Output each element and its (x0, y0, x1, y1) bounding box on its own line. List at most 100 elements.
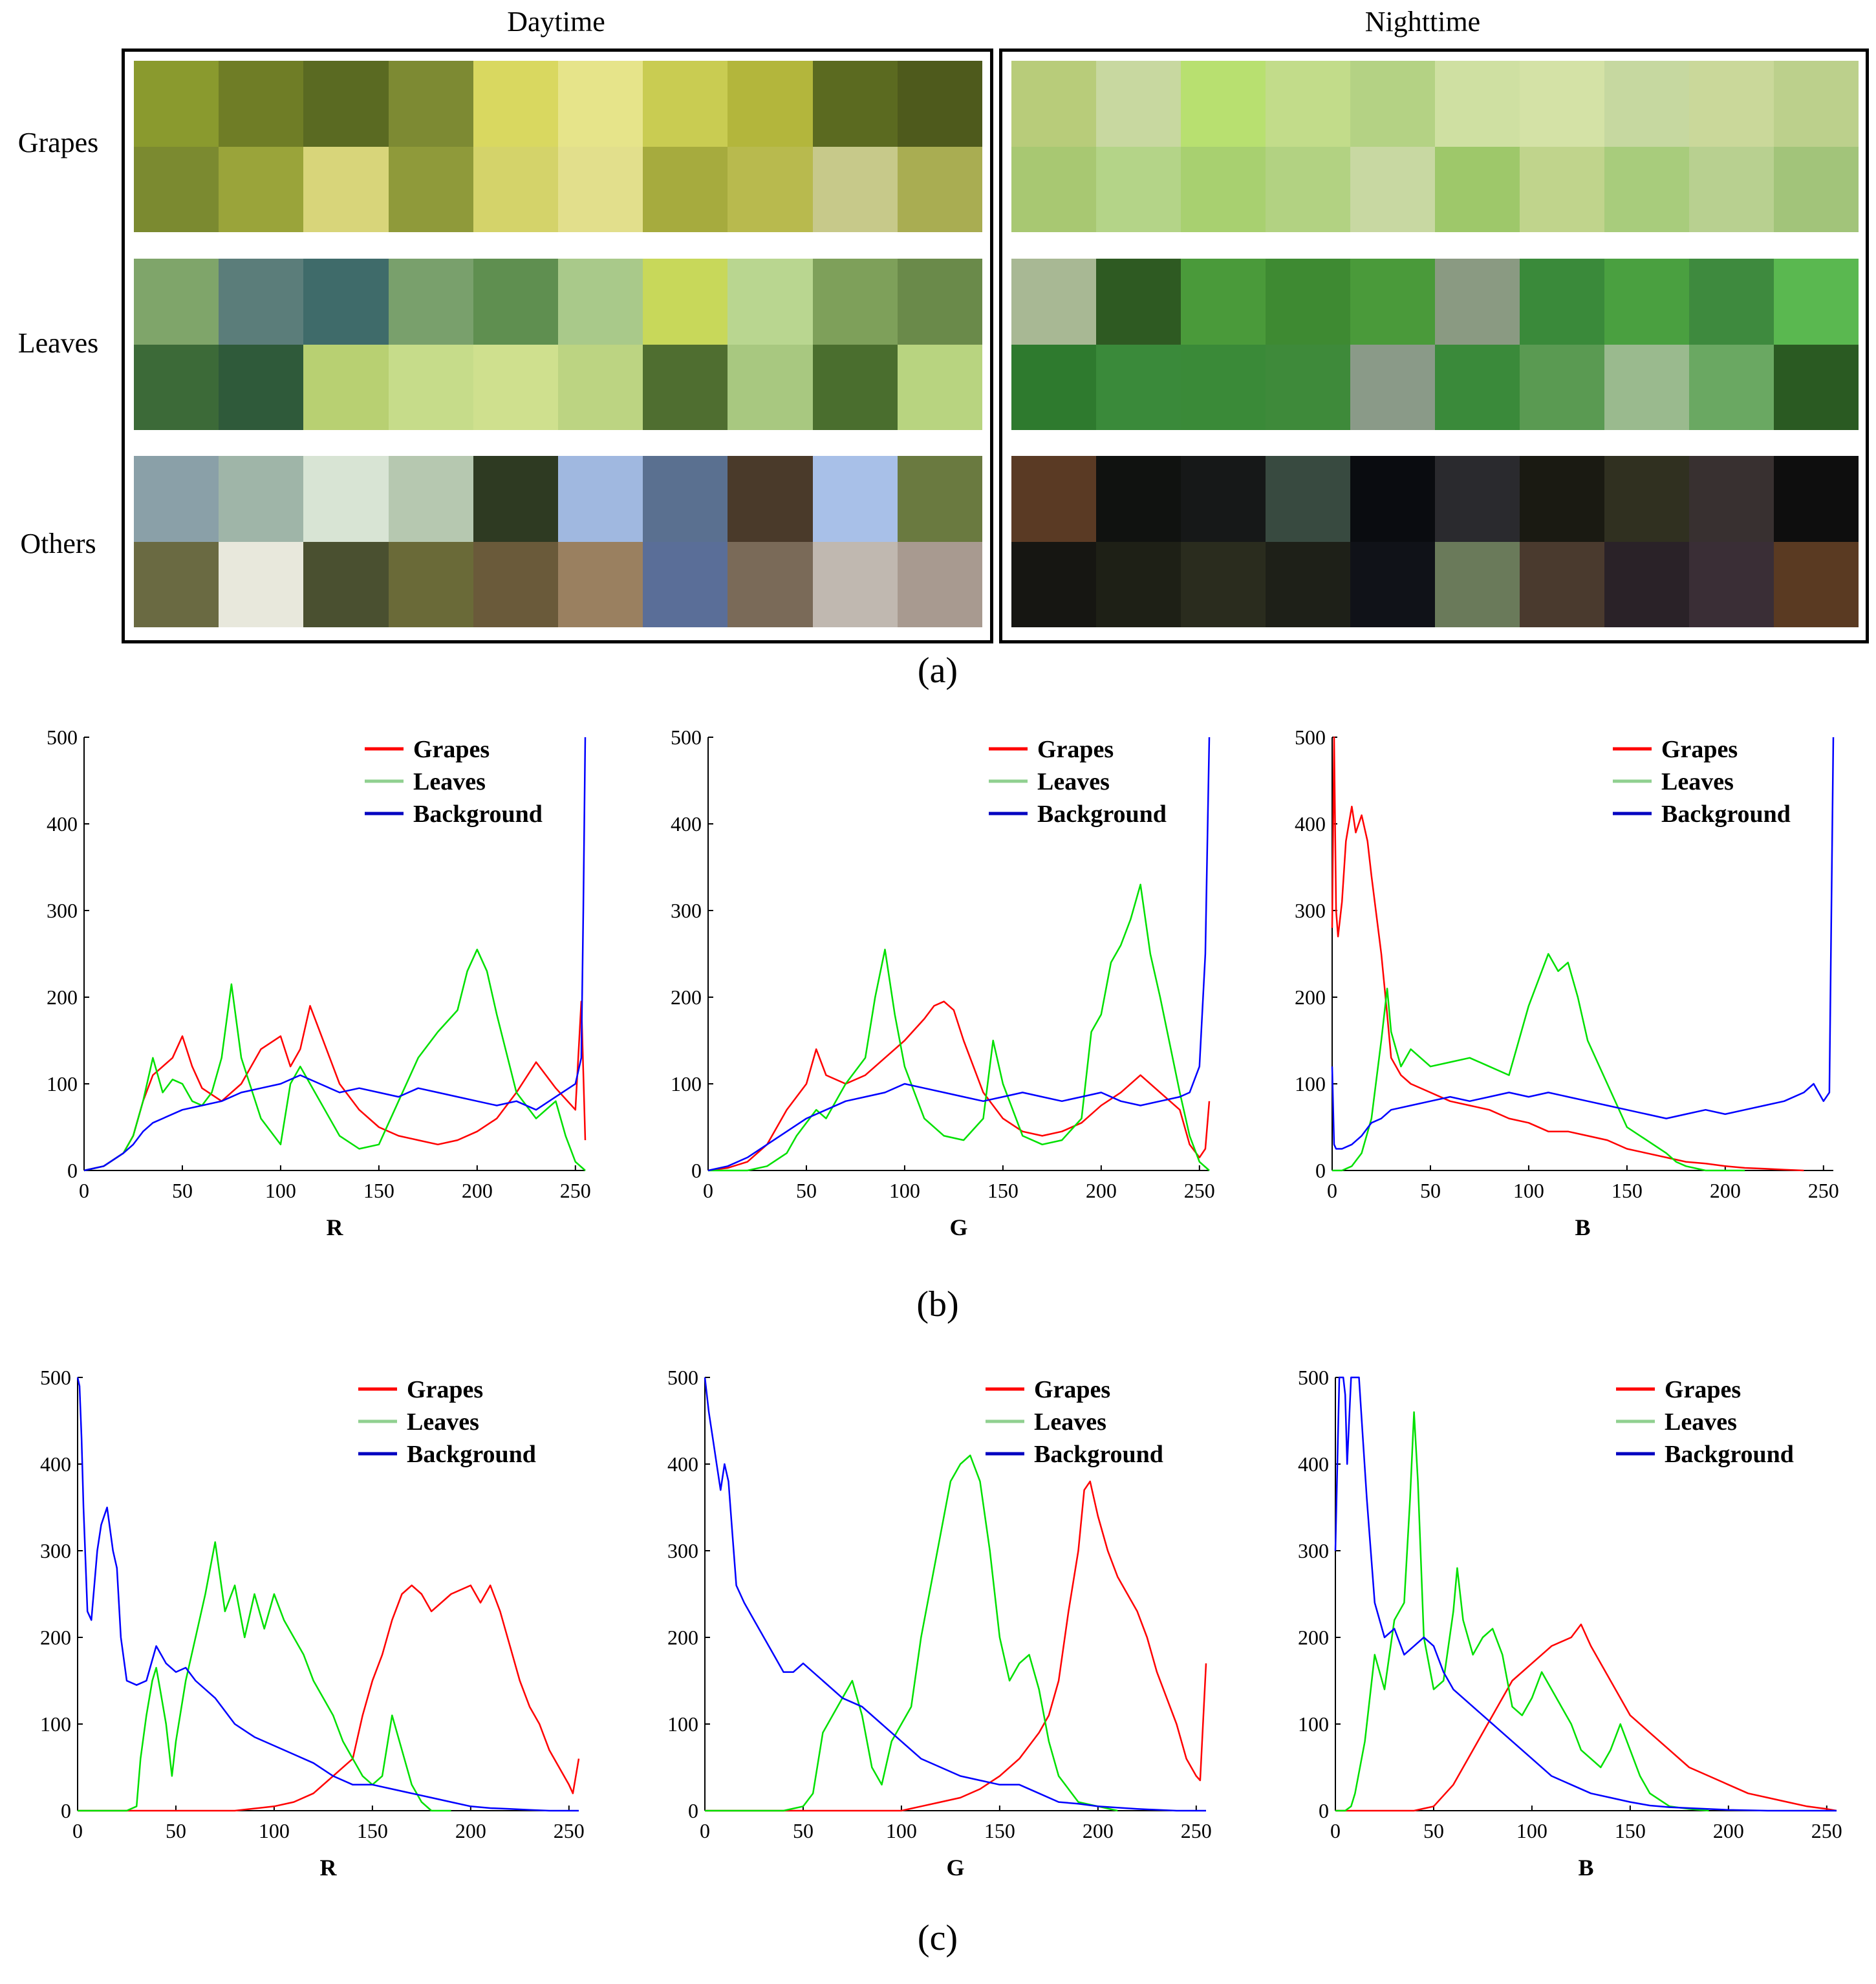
y-tick-label: 300 (1298, 1539, 1329, 1562)
night-grapes-tile (1350, 146, 1435, 232)
day-grapes-tile (812, 146, 898, 232)
nighttime-panel (999, 49, 1869, 643)
x-tick-label: 150 (363, 1179, 394, 1202)
x-tick-label: 0 (79, 1179, 89, 1202)
x-axis-label: R (327, 1214, 344, 1240)
night-grapes-tile (1689, 61, 1774, 147)
night-grapes-tile (1096, 146, 1181, 232)
col-title-nighttime: Nighttime (1364, 6, 1481, 38)
legend-label-grapes: Grapes (1037, 736, 1114, 763)
x-tick-label: 150 (1615, 1819, 1646, 1842)
legend-label-leaves: Leaves (1034, 1408, 1106, 1436)
day-others-tile (134, 456, 219, 542)
day-leaves-tile (643, 259, 728, 345)
legend-label-grapes: Grapes (407, 1376, 483, 1403)
y-tick-label: 500 (40, 1366, 71, 1389)
night-leaves-tile (1604, 344, 1689, 430)
label-c: (c) (917, 1918, 958, 1958)
night-others-tile (1181, 456, 1266, 542)
night-others-tile (1266, 456, 1350, 542)
chart-b-B: 0 100 200 300 400 500 0 50 100 150 200 250 B Grapes Le… (1295, 726, 1839, 1240)
x-axis-label: R (320, 1855, 338, 1881)
night-leaves-tile (1181, 344, 1266, 430)
y-tick-label: 500 (667, 1366, 698, 1389)
x-tick-label: 250 (560, 1179, 591, 1202)
x-tick-label: 100 (259, 1819, 290, 1842)
y-tick-label: 400 (40, 1452, 71, 1476)
day-grapes-tile (134, 61, 219, 147)
x-tick-label: 100 (1513, 1179, 1544, 1202)
night-grapes-tile (1689, 146, 1774, 232)
night-grapes-tile (1096, 61, 1181, 147)
legend-label-background: Background (1037, 801, 1167, 828)
chart-c-G: 0 100 200 300 400 500 0 50 100 150 200 250 G Grapes Le… (667, 1366, 1212, 1881)
series-line-grapes (705, 1480, 1207, 1812)
night-leaves-tile (1350, 259, 1435, 345)
day-grapes-tile (812, 61, 898, 147)
day-others-tile (388, 456, 473, 542)
day-grapes-tile (219, 61, 304, 147)
day-grapes-tile (388, 61, 473, 147)
day-grapes-tile (473, 61, 558, 147)
y-tick-label: 100 (40, 1712, 71, 1736)
x-axis-label: G (949, 1214, 967, 1240)
legend-label-background: Background (407, 1441, 536, 1468)
label-b: (b) (916, 1284, 959, 1324)
row-label-others: Others (20, 528, 96, 559)
x-tick-label: 0 (1330, 1819, 1341, 1842)
night-leaves-tile (1096, 344, 1181, 430)
y-tick-label: 400 (1295, 812, 1326, 836)
x-tick-label: 0 (1327, 1179, 1337, 1202)
night-leaves-tile (1266, 344, 1350, 430)
y-tick-label: 100 (671, 1072, 702, 1095)
series-line-leaves (708, 883, 1210, 1172)
night-grapes-tile (1266, 61, 1350, 147)
y-tick-label: 100 (1298, 1712, 1329, 1736)
day-leaves-tile (812, 259, 898, 345)
night-leaves-tile (1011, 259, 1096, 345)
night-others-tile (1689, 456, 1774, 542)
x-tick-label: 150 (987, 1179, 1019, 1202)
x-tick-label: 50 (1423, 1819, 1444, 1842)
day-leaves-strip (134, 259, 982, 430)
day-grapes-tile (557, 61, 643, 147)
y-tick-label: 0 (67, 1159, 78, 1182)
row-label-grapes: Grapes (17, 127, 99, 158)
night-grapes-strip (1011, 61, 1859, 232)
y-tick-label: 100 (1295, 1072, 1326, 1095)
day-others-tile (557, 541, 643, 627)
day-grapes-tile (728, 146, 813, 232)
day-grapes-tile (303, 61, 389, 147)
y-tick-label: 0 (688, 1799, 698, 1822)
day-others-tile (303, 456, 389, 542)
y-tick-label: 300 (40, 1539, 71, 1562)
daytime-panel (122, 49, 993, 643)
night-others-tile (1435, 456, 1520, 542)
night-leaves-tile (1350, 344, 1435, 430)
x-tick-label: 250 (1811, 1819, 1842, 1842)
day-others-tile (643, 541, 728, 627)
series-line-leaves (1332, 953, 1745, 1172)
y-tick-label: 500 (47, 726, 78, 749)
x-tick-label: 200 (1086, 1179, 1117, 1202)
night-grapes-tile (1604, 61, 1689, 147)
day-leaves-tile (897, 344, 982, 430)
day-leaves-tile (388, 259, 473, 345)
night-others-tile (1096, 456, 1181, 542)
night-grapes-tile (1011, 146, 1096, 232)
night-others-tile (1435, 541, 1520, 627)
night-others-tile (1520, 541, 1604, 627)
night-others-tile (1604, 456, 1689, 542)
y-tick-label: 500 (1298, 1366, 1329, 1389)
day-leaves-tile (728, 344, 813, 430)
day-others-tile (134, 541, 219, 627)
day-leaves-tile (219, 344, 304, 430)
night-grapes-tile (1435, 61, 1520, 147)
series-line-grapes (707, 1000, 1211, 1172)
series-line-grapes (78, 1584, 580, 1812)
day-grapes-tile (134, 146, 219, 232)
row-label-leaves: Leaves (17, 327, 99, 359)
day-grapes-tile (643, 146, 728, 232)
legend-label-background: Background (1661, 801, 1791, 828)
night-grapes-tile (1181, 146, 1266, 232)
